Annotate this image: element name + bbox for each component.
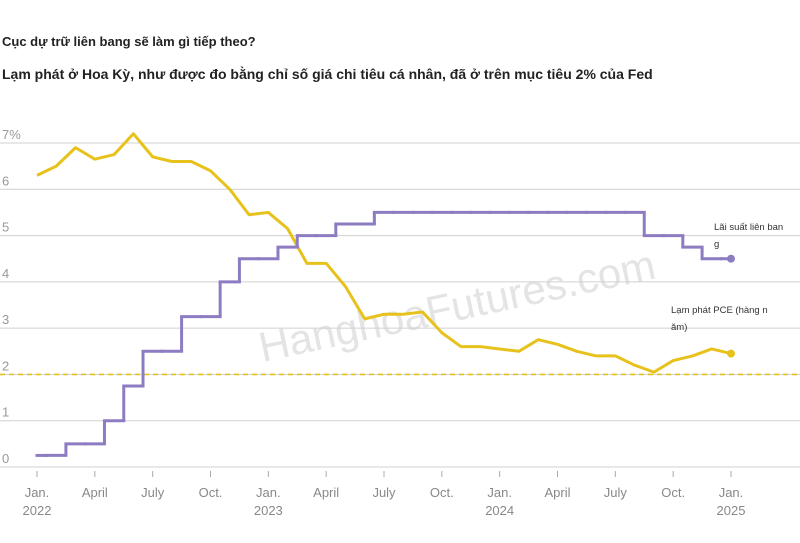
y-tick-label: 1 <box>2 405 9 420</box>
y-tick-label: 3 <box>2 312 9 327</box>
y-tick-label: 7% <box>2 127 21 142</box>
x-tick-label: April <box>82 485 108 500</box>
chart-title: Cục dự trữ liên bang sẽ làm gì tiếp theo… <box>2 34 256 49</box>
inflation-line <box>36 132 732 374</box>
end-dot <box>727 349 735 358</box>
x-year-label: 2022 <box>23 503 52 518</box>
y-tick-label: 6 <box>2 173 9 188</box>
y-tick-label: 4 <box>2 266 9 281</box>
x-tick-label: Jan. <box>719 485 744 500</box>
x-tick-label: Jan. <box>487 485 512 500</box>
x-tick-label: Oct. <box>661 485 685 500</box>
x-year-label: 2023 <box>254 503 283 518</box>
x-tick-label: July <box>604 485 628 500</box>
x-tick-label: Oct. <box>199 485 223 500</box>
y-tick-label: 2 <box>2 358 9 373</box>
x-tick-label: April <box>313 485 339 500</box>
chart-subtitle: Lạm phát ở Hoa Kỳ, như được đo bằng chỉ … <box>2 65 653 82</box>
series-label: Lãi suất liên bang <box>714 222 784 250</box>
x-tick-label: Jan. <box>25 485 50 500</box>
x-tick-label: July <box>141 485 165 500</box>
x-tick-label: Oct. <box>430 485 454 500</box>
x-tick-label: July <box>372 485 396 500</box>
x-tick-label: April <box>544 485 570 500</box>
y-tick-label: 5 <box>2 220 9 235</box>
x-year-label: 2024 <box>485 503 514 518</box>
y-tick-label: 0 <box>2 451 9 466</box>
watermark: HanghoaFutures.com <box>255 241 660 371</box>
x-tick-label: Jan. <box>256 485 281 500</box>
x-year-label: 2025 <box>717 503 746 518</box>
series-label: Lạm phát PCE (hàng năm) <box>671 305 768 333</box>
end-dot <box>727 254 735 263</box>
